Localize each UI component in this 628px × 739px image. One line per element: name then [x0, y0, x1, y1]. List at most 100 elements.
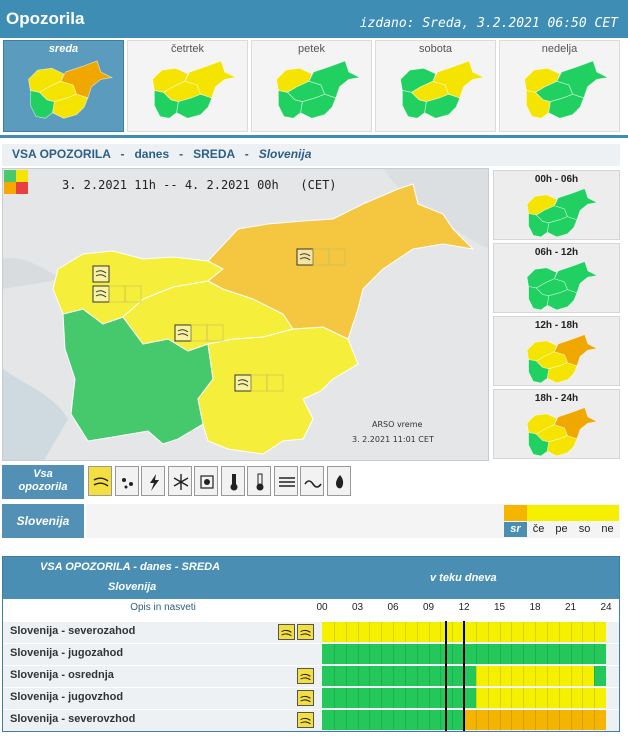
- day-bar-label[interactable]: če: [532, 523, 545, 535]
- hour-label: 09: [422, 602, 435, 613]
- hour-tick: [333, 622, 335, 642]
- time-slot-map: [526, 188, 599, 238]
- ice-icon[interactable]: [194, 466, 218, 496]
- hour-tick: [535, 710, 536, 730]
- day-tab[interactable]: sreda: [3, 40, 124, 132]
- hour-tick: [582, 710, 584, 730]
- hour-tick: [333, 644, 335, 664]
- region-severovzhod[interactable]: [207, 183, 475, 340]
- current-time-marker: [463, 665, 465, 687]
- time-slot-label: 18h - 24h: [534, 393, 579, 404]
- hour-tick: [594, 710, 596, 730]
- row-region-name: Slovenija - jugovzhod: [10, 691, 124, 703]
- day-tab[interactable]: nedelja: [499, 40, 620, 132]
- hour-tick: [393, 666, 394, 686]
- day-bar-label[interactable]: so: [578, 523, 591, 535]
- mini-region: [553, 188, 599, 221]
- legend-icon: [4, 170, 28, 198]
- wind-icon[interactable]: [88, 466, 112, 496]
- day-tab-label: četrtek: [170, 43, 204, 55]
- hour-tick: [404, 666, 406, 686]
- day-bar[interactable]: [504, 505, 527, 521]
- hour-tick: [333, 710, 335, 730]
- time-slot[interactable]: 18h - 24h: [493, 389, 620, 459]
- day-bar[interactable]: [573, 505, 596, 521]
- hour-tick: [381, 710, 383, 730]
- hour-tick: [452, 644, 454, 664]
- page-title: Opozorila: [6, 9, 85, 28]
- hour-label: 15: [493, 602, 506, 613]
- hour-tick: [594, 644, 596, 664]
- hour-tick: [558, 644, 560, 664]
- hour-tick: [381, 666, 383, 686]
- hour-tick: [594, 622, 596, 642]
- time-slot[interactable]: 00h - 06h: [493, 170, 620, 240]
- hour-tick: [452, 666, 454, 686]
- day-bar-label[interactable]: pe: [555, 523, 568, 535]
- rain-icon[interactable]: [114, 466, 139, 496]
- hour-tick: [487, 688, 489, 708]
- description-link[interactable]: Opis in nasveti: [130, 602, 196, 613]
- wind-icon: [92, 248, 314, 392]
- day-bar[interactable]: [527, 505, 550, 521]
- main-map[interactable]: [2, 168, 489, 461]
- fog-icon[interactable]: [273, 466, 298, 496]
- title-day: SREDA: [193, 147, 235, 161]
- hour-tick: [393, 688, 394, 708]
- hour-tick: [357, 710, 359, 730]
- heat-icon[interactable]: [220, 466, 245, 496]
- wind-icon[interactable]: [297, 690, 314, 706]
- wind-icon[interactable]: [297, 624, 314, 640]
- hour-tick: [416, 666, 418, 686]
- time-slot[interactable]: 06h - 12h: [493, 243, 620, 313]
- hour-tick: [369, 622, 371, 642]
- mini-region: [432, 60, 486, 99]
- types-label[interactable]: Vsa opozorila: [2, 465, 84, 499]
- current-time-marker: [445, 709, 448, 731]
- wind-icon[interactable]: [297, 668, 314, 684]
- hour-tick: [499, 666, 501, 686]
- hour-tick: [475, 688, 477, 708]
- hour-tick: [333, 666, 335, 686]
- hour-tick: [475, 644, 477, 664]
- day-tab[interactable]: petek: [251, 40, 372, 132]
- time-slot[interactable]: 12h - 18h: [493, 316, 620, 386]
- day-bar[interactable]: [596, 505, 619, 521]
- hour-tick: [511, 644, 513, 664]
- cold-icon[interactable]: [247, 466, 271, 496]
- mini-region: [60, 60, 114, 99]
- day-tab[interactable]: četrtek: [127, 40, 248, 132]
- hour-label: 12: [458, 602, 470, 613]
- region-label[interactable]: Slovenija: [2, 504, 84, 538]
- row-region-name: Slovenija - severovzhod: [10, 713, 136, 725]
- day-bar-label[interactable]: sr: [504, 522, 527, 537]
- day-bar-label[interactable]: ne: [601, 523, 614, 535]
- day-tab-label: sobota: [418, 43, 453, 55]
- wind-icon[interactable]: [297, 712, 314, 728]
- types-label-line2: opozorila: [18, 481, 68, 493]
- hour-tick: [381, 622, 383, 642]
- hour-tick: [440, 622, 442, 642]
- hour-tick: [594, 688, 596, 708]
- hour-tick: [570, 644, 572, 664]
- time-slot-map: [526, 407, 599, 457]
- warning-title: VSA OPOZORILA - danes - SREDA - Slovenij…: [12, 147, 312, 161]
- hour-tick: [511, 666, 513, 686]
- warning-segment: [594, 666, 606, 686]
- day-tab[interactable]: sobota: [375, 40, 496, 132]
- day-bar[interactable]: [550, 505, 573, 521]
- thunderstorm-icon[interactable]: [141, 466, 165, 496]
- hour-tick: [487, 666, 489, 686]
- hour-tick: [369, 666, 371, 686]
- title-bar: [2, 144, 620, 166]
- snow-icon[interactable]: [167, 466, 192, 496]
- mini-region: [424, 93, 461, 119]
- mini-region: [52, 93, 89, 119]
- wind-icon[interactable]: [278, 624, 295, 640]
- forest-fire-icon[interactable]: [326, 466, 351, 496]
- hour-tick: [523, 666, 525, 686]
- hour-tick: [452, 688, 454, 708]
- hour-tick: [558, 666, 560, 686]
- hour-label: 06: [387, 602, 399, 613]
- coastal-icon[interactable]: [300, 466, 324, 496]
